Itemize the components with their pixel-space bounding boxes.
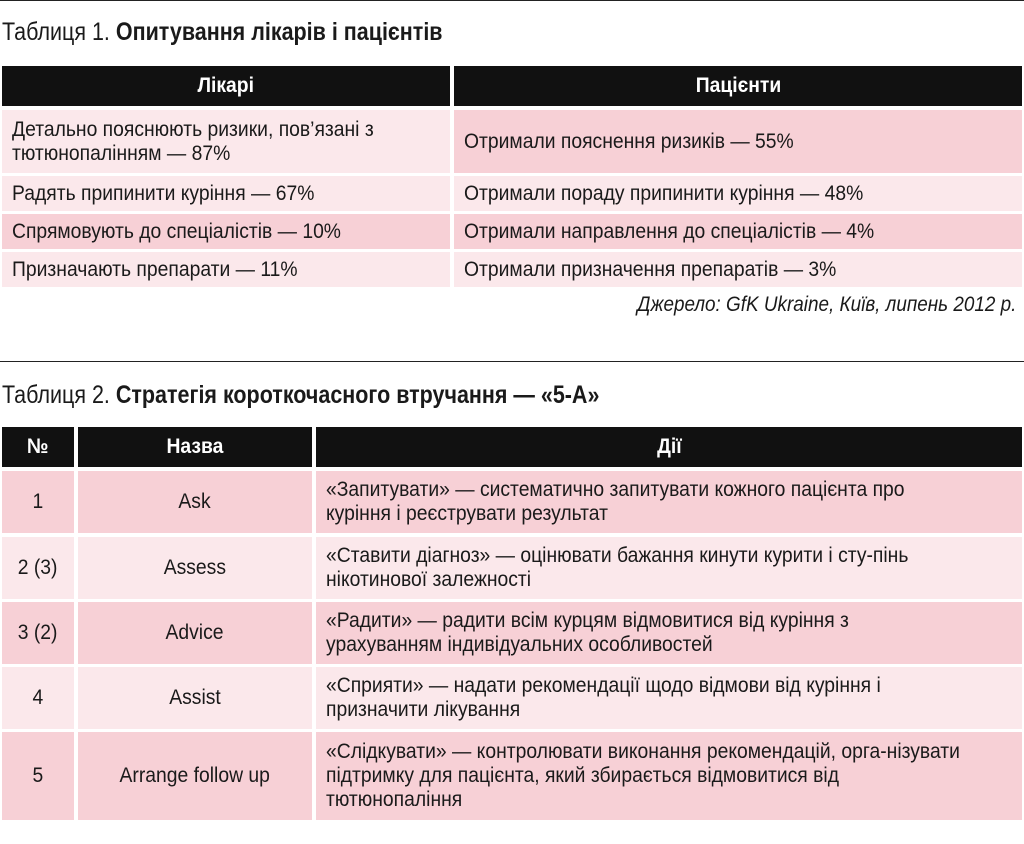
table2-row2-actions: «Ставити діагноз» — оцінювати бажання ки… bbox=[316, 537, 1022, 599]
table1-header-doctors: Лікарі bbox=[2, 66, 450, 106]
table2-caption-prefix: Таблиця 2. bbox=[2, 381, 110, 409]
table2-row5-number: 5 bbox=[2, 732, 74, 820]
table2-row5-actions: «Слідкувати» — контролювати виконання ре… bbox=[316, 732, 1022, 820]
table1-row1-doctors: Детально пояснюють ризики, пов’язані з т… bbox=[2, 110, 450, 173]
table2-row4-name: Assist bbox=[78, 667, 312, 729]
table1-row4-patients: Отримали призначення препаратів — 3% bbox=[454, 252, 1022, 287]
table2-row1-number: 1 bbox=[2, 471, 74, 533]
table1-row3-doctors: Спрямовують до спеціалістів — 10% bbox=[2, 214, 450, 249]
table2-row3-actions: «Радити» — радити всім курцям відмовитис… bbox=[316, 602, 1022, 664]
table2-caption-title: Стратегія короткочасного втручання — «5-… bbox=[115, 381, 600, 409]
table1-row3-patients: Отримали направлення до спеціалістів — 4… bbox=[454, 214, 1022, 249]
table2-row1-name: Ask bbox=[78, 471, 312, 533]
table2-row4-number: 4 bbox=[2, 667, 74, 729]
table2-header-number: № bbox=[2, 427, 74, 467]
table1-caption-title: Опитування лікарів і пацієнтів bbox=[115, 18, 443, 46]
table2-caption: Таблиця 2. Стратегія короткочасного втру… bbox=[2, 380, 599, 410]
table1-row4-doctors: Призначають препарати — 11% bbox=[2, 252, 450, 287]
section-divider bbox=[0, 361, 1024, 362]
table1-row2-patients: Отримали пораду припинити куріння — 48% bbox=[454, 176, 1022, 211]
table1-row2-doctors: Радять припинити куріння — 67% bbox=[2, 176, 450, 211]
table2-header-name: Назва bbox=[78, 427, 312, 467]
table1-caption-prefix: Таблиця 1. bbox=[2, 18, 110, 46]
table1-header-patients: Пацієнти bbox=[454, 66, 1022, 106]
table2-row3-name: Advice bbox=[78, 602, 312, 664]
table2-row5-name: Arrange follow up bbox=[78, 732, 312, 820]
table2-row4-actions: «Сприяти» — надати рекомендації щодо від… bbox=[316, 667, 1022, 729]
table2-row1-actions: «Запитувати» — систематично запитувати к… bbox=[316, 471, 1022, 533]
table1-caption: Таблиця 1. Опитування лікарів і пацієнті… bbox=[2, 17, 443, 47]
table2-row3-number: 3 (2) bbox=[2, 602, 74, 664]
table2-row2-name: Assess bbox=[78, 537, 312, 599]
table1-source: Джерело: GfK Ukraine, Київ, липень 2012 … bbox=[636, 293, 1016, 316]
table2-row2-number: 2 (3) bbox=[2, 537, 74, 599]
table2-header-actions: Дії bbox=[316, 427, 1022, 467]
top-rule bbox=[0, 0, 1024, 1]
table1-row1-patients: Отримали пояснення ризиків — 55% bbox=[454, 110, 1022, 173]
